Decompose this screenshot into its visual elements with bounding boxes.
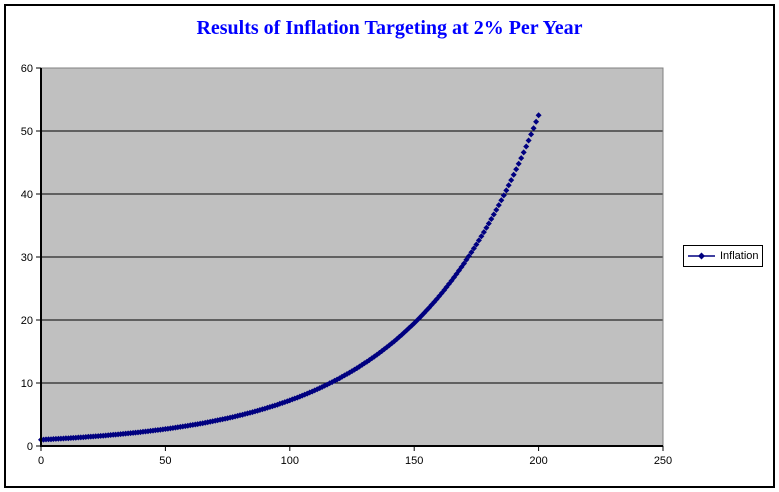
y-tick-label: 40 — [21, 189, 33, 201]
legend-series-key-icon — [688, 252, 715, 260]
chart-border — [4, 4, 775, 488]
y-tick-label: 50 — [21, 126, 33, 138]
chart-title: Results of Inflation Targeting at 2% Per… — [196, 17, 583, 39]
x-tick-label: 0 — [38, 455, 44, 467]
x-tick-label: 100 — [281, 455, 299, 467]
x-tick-label: 200 — [529, 455, 547, 467]
x-tick-label: 250 — [654, 455, 672, 467]
y-tick-label: 60 — [21, 63, 33, 75]
y-tick-label: 10 — [21, 378, 33, 390]
legend: Inflation — [683, 245, 763, 267]
y-tick-label: 20 — [21, 315, 33, 327]
x-tick-label: 50 — [159, 455, 171, 467]
legend-label: Inflation — [720, 249, 759, 262]
y-tick-label: 0 — [27, 441, 33, 453]
y-tick-label: 30 — [21, 252, 33, 264]
x-tick-label: 150 — [405, 455, 423, 467]
